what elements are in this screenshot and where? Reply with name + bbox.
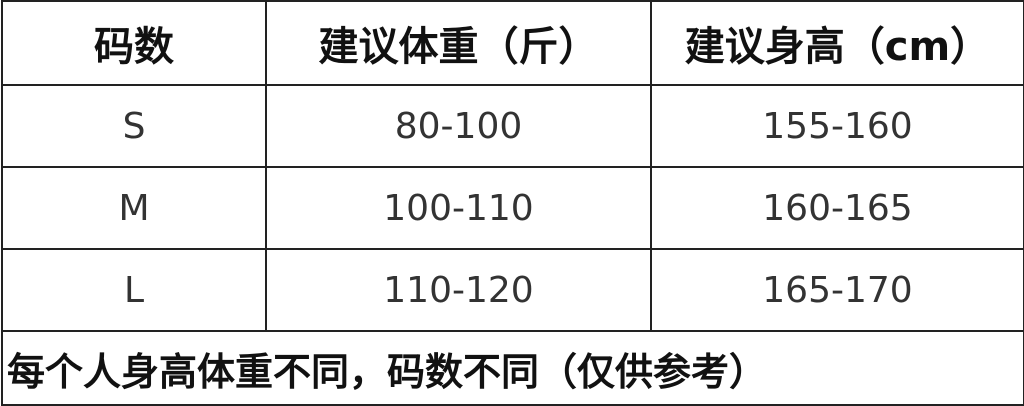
cell: 100-110 <box>265 166 652 250</box>
row: L 110-120 165-170 <box>1 248 1024 332</box>
header-row: 码数 建议体重（斤） 建议身高（cm） <box>1 0 1024 86</box>
cell: 165-170 <box>650 248 1024 332</box>
cell: S <box>1 84 267 168</box>
cell: 155-160 <box>650 84 1024 168</box>
cell: 110-120 <box>265 248 652 332</box>
row: S 80-100 155-160 <box>1 84 1024 168</box>
cell: L <box>1 248 267 332</box>
header-cell: 建议身高（cm） <box>650 0 1024 86</box>
note-row: 每个人身高体重不同，码数不同（仅供参考） <box>1 330 1024 406</box>
note: 每个人身高体重不同，码数不同（仅供参考） <box>1 330 1024 406</box>
cell: 80-100 <box>265 84 652 168</box>
cell: M <box>1 166 267 250</box>
header-cell: 建议体重（斤） <box>265 0 652 86</box>
row: M 100-110 160-165 <box>1 166 1024 250</box>
cell: 160-165 <box>650 166 1024 250</box>
header-cell: 码数 <box>1 0 267 86</box>
